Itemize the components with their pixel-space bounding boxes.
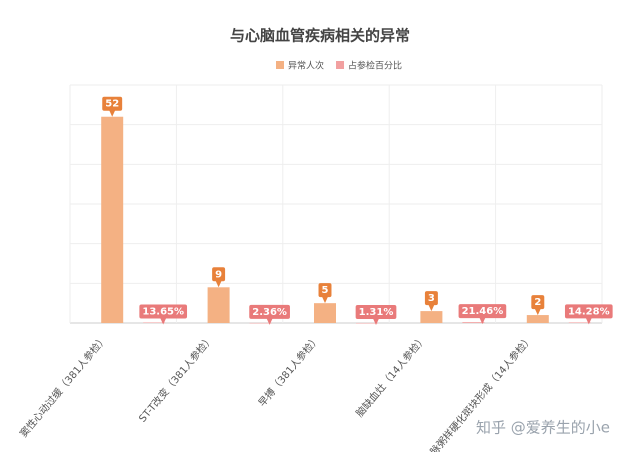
- data-label: 21.46%: [458, 304, 507, 325]
- watermark: 知乎 @爱养生的小e: [476, 419, 610, 437]
- data-label-box: [212, 267, 226, 282]
- legend-label: 占参检百分比: [348, 60, 402, 72]
- data-label-box: [458, 304, 507, 319]
- data-label-box: [424, 291, 438, 306]
- data-label: 1.31%: [355, 304, 397, 325]
- data-label-box: [318, 283, 332, 298]
- bar: [314, 303, 336, 323]
- data-label-pointer: [266, 318, 273, 325]
- legend-label: 异常人次: [288, 60, 324, 72]
- bar: [143, 322, 166, 323]
- data-label-text: 52: [105, 99, 119, 110]
- data-label-pointer: [160, 317, 167, 325]
- data-label: 2.36%: [249, 304, 290, 325]
- data-label-box: [102, 96, 123, 111]
- data-label-pointer: [215, 280, 222, 288]
- data-label-box: [249, 304, 290, 319]
- data-label-pointer: [534, 308, 541, 316]
- data-label-text: 3: [428, 293, 435, 304]
- data-label-box: [531, 295, 545, 310]
- bar: [526, 315, 549, 323]
- legend-swatch: [276, 61, 284, 69]
- bar: [249, 322, 272, 324]
- bar: [207, 287, 230, 323]
- bar: [101, 116, 124, 323]
- data-label: 2: [531, 295, 545, 316]
- data-label-text: 5: [322, 285, 329, 296]
- data-label: 9: [212, 267, 226, 288]
- data-label-pointer: [479, 317, 486, 325]
- data-label-text: 13.65%: [142, 306, 184, 317]
- data-label-pointer: [109, 110, 116, 117]
- x-tick-label: 窦性心动过缓（381人参检）: [17, 333, 110, 440]
- data-label: 5: [318, 283, 332, 304]
- data-label-text: 21.46%: [462, 306, 504, 317]
- chart-title: 与心脑血管疾病相关的异常: [230, 27, 410, 45]
- bar: [420, 311, 443, 323]
- data-label-pointer: [585, 317, 592, 325]
- data-label-text: 1.31%: [359, 307, 394, 318]
- bar: [356, 322, 378, 324]
- x-tick-label: 脑缺血灶（14人参检）: [353, 333, 429, 420]
- legend-swatch: [336, 61, 345, 69]
- x-tick-label: 早搏（381人参检）: [255, 333, 322, 410]
- data-label: 14.28%: [564, 304, 613, 325]
- data-label-box: [564, 304, 613, 319]
- bar: [462, 322, 485, 323]
- data-label-text: 9: [215, 269, 222, 280]
- data-label: 13.65%: [139, 304, 188, 325]
- data-label-pointer: [373, 318, 379, 325]
- data-label-pointer: [428, 304, 435, 312]
- data-label: 52: [102, 96, 123, 117]
- x-tick-label: ST-T改变（381人参检）: [136, 333, 216, 425]
- data-label-box: [139, 304, 188, 319]
- data-label-text: 14.28%: [568, 306, 610, 317]
- data-label-text: 2.36%: [252, 307, 287, 318]
- data-label-text: 2: [534, 297, 541, 308]
- data-label: 3: [424, 291, 438, 312]
- data-label-pointer: [322, 296, 328, 304]
- bar: [568, 322, 591, 323]
- data-label-box: [355, 304, 397, 319]
